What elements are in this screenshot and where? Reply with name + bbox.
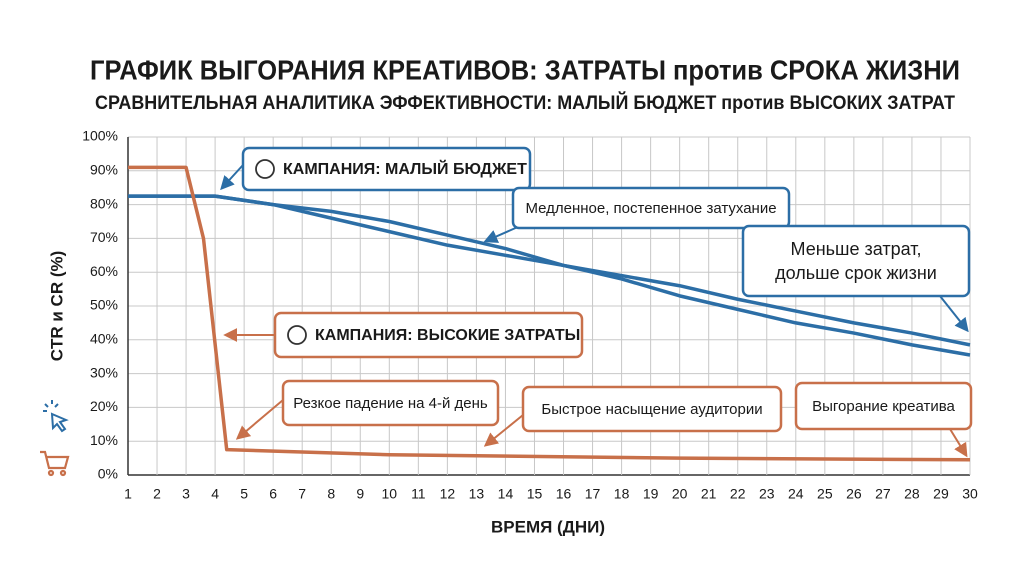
cursor-icon	[43, 400, 69, 433]
x-axis-label: ВРЕМЯ (ДНИ)	[491, 517, 605, 536]
x-tick-label: 23	[759, 486, 775, 502]
y-tick-label: 90%	[90, 162, 118, 178]
callout-box	[241, 146, 532, 192]
callout-arrow	[235, 399, 284, 440]
callout-arrow	[220, 164, 244, 191]
x-tick-label: 21	[701, 486, 717, 502]
chart-subtitle: СРАВНИТЕЛЬНАЯ АНАЛИТИКА ЭФФЕКТИВНОСТИ: М…	[95, 92, 955, 114]
y-tick-label: 40%	[90, 331, 118, 347]
legend-icon	[287, 325, 307, 345]
y-tick-label: 50%	[90, 297, 118, 313]
lines	[128, 165, 971, 462]
x-tick-label: 29	[933, 486, 949, 502]
y-tick-label: 60%	[90, 263, 118, 279]
x-tick-label: 14	[498, 486, 514, 502]
annotation: Меньше затрат,	[791, 239, 922, 259]
x-tick-label: 13	[469, 486, 485, 502]
x-tick-label: 7	[298, 486, 306, 502]
callout-arrow	[939, 295, 969, 333]
series-line	[128, 165, 971, 462]
x-tick-label: 16	[556, 486, 572, 502]
x-tick-label: 26	[846, 486, 862, 502]
x-tick-label: 3	[182, 486, 190, 502]
annotation: Резкое падение на 4-й день	[293, 395, 488, 412]
callout-arrow	[483, 225, 521, 243]
x-tick-label: 20	[672, 486, 688, 502]
x-tick-label: 8	[327, 486, 335, 502]
x-tick-label: 1	[124, 486, 132, 502]
x-tick-label: 9	[356, 486, 364, 502]
callout-box	[281, 379, 500, 427]
y-tick-label: 100%	[82, 128, 118, 144]
x-tick-label: 10	[382, 486, 398, 502]
y-axis-label: CTR и CR (%)	[47, 251, 66, 362]
cart-icon	[40, 450, 70, 477]
x-tick-label: 22	[730, 486, 746, 502]
x-tick-label: 15	[527, 486, 543, 502]
x-tick-label: 24	[788, 486, 804, 502]
annotation: дольше срок жизни	[775, 263, 937, 283]
y-tick-label: 80%	[90, 195, 118, 211]
x-tick-label: 6	[269, 486, 277, 502]
x-tick-label: 2	[153, 486, 161, 502]
x-tick-label: 4	[211, 486, 219, 502]
x-tick-label: 5	[240, 486, 248, 502]
callout-box	[741, 224, 971, 298]
x-tick-label: 27	[875, 486, 891, 502]
callout-box	[273, 311, 584, 359]
y-tick-label: 30%	[90, 364, 118, 380]
annotation: Медленное, постепенное затухание	[525, 200, 776, 217]
x-tick-label: 17	[585, 486, 601, 502]
annotation: Быстрое насыщение аудитории	[541, 401, 762, 418]
x-tick-label: 28	[904, 486, 920, 502]
x-tick-label: 19	[643, 486, 659, 502]
callout-arrow	[949, 428, 968, 458]
y-tick-label: 20%	[90, 398, 118, 414]
y-tick-label: 10%	[90, 432, 118, 448]
x-tick-label: 30	[962, 486, 978, 502]
y-tick-label: 70%	[90, 229, 118, 245]
callout-box	[511, 186, 791, 230]
legend-icon	[255, 159, 275, 179]
y-tick-label: 0%	[98, 466, 118, 482]
callout-box	[794, 381, 973, 431]
x-tick-label: 11	[411, 486, 426, 502]
x-tick-label: 18	[614, 486, 630, 502]
legend-label: КАМПАНИЯ: МАЛЫЙ БЮДЖЕТ	[283, 159, 527, 178]
callout-arrow	[483, 414, 524, 447]
annotation: Выгорание креатива	[812, 398, 955, 415]
callout-box	[521, 385, 783, 433]
x-tick-label: 12	[440, 486, 456, 502]
series-line	[128, 194, 971, 347]
x-tick-label: 25	[817, 486, 833, 502]
annotations: КАМПАНИЯ: МАЛЫЙ БЮДЖЕТ КАМПАНИЯ: ВЫСОКИЕ …	[220, 146, 973, 458]
chart-title: ГРАФИК ВЫГОРАНИЯ КРЕАТИВОВ: ЗАТРАТЫ прот…	[90, 54, 960, 85]
legend-label: КАМПАНИЯ: ВЫСОКИЕ ЗАТРАТЫ	[315, 327, 580, 344]
